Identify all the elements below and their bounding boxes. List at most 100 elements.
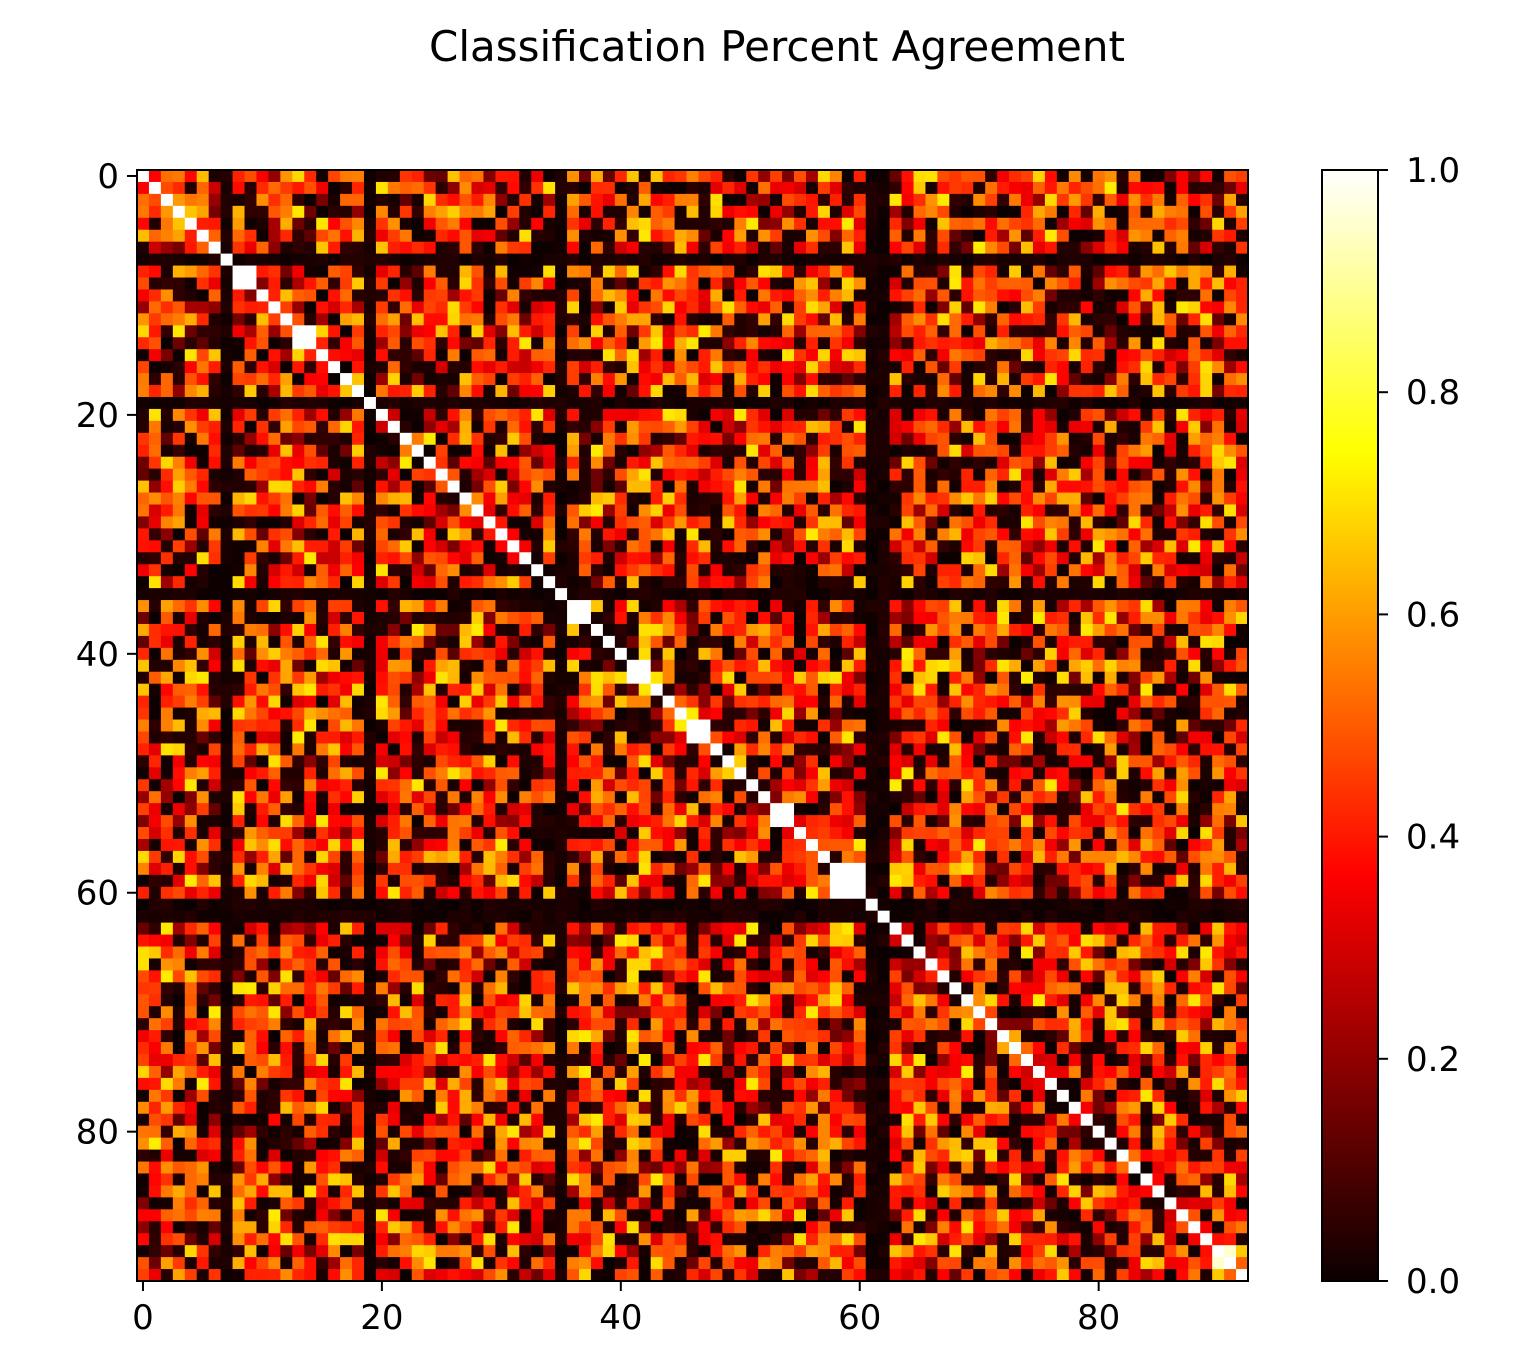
heatmap-cell (937, 504, 950, 518)
heatmap-cell (196, 719, 210, 733)
heatmap-cell (1116, 695, 1130, 709)
heatmap-cell (1128, 719, 1142, 733)
heatmap-cell (471, 289, 485, 303)
heatmap-cell (1092, 683, 1106, 697)
heatmap-cell (567, 444, 580, 458)
heatmap-cell (985, 779, 998, 792)
heatmap-cell (626, 480, 640, 494)
heatmap-cell (1176, 277, 1189, 291)
heatmap-cell (638, 707, 652, 721)
heatmap-cell (399, 432, 413, 446)
heatmap-cell (865, 253, 879, 267)
heatmap-cell (889, 540, 903, 553)
heatmap-cell (1212, 265, 1225, 279)
heatmap-cell (196, 731, 210, 745)
heatmap-cell (1068, 635, 1082, 649)
heatmap-cell (1044, 373, 1058, 386)
heatmap-cell (1068, 229, 1082, 243)
heatmap-cell (363, 743, 377, 756)
heatmap-cell (841, 767, 855, 780)
heatmap-cell (614, 385, 628, 398)
heatmap-cell (853, 181, 867, 195)
heatmap-cell (985, 468, 998, 482)
heatmap-cell (292, 635, 305, 649)
heatmap-cell (997, 325, 1010, 338)
heatmap-cell (1152, 647, 1165, 661)
heatmap-cell (1009, 420, 1022, 434)
heatmap-cell (471, 205, 485, 219)
heatmap-cell (1188, 707, 1201, 721)
heatmap-cell (961, 444, 974, 458)
heatmap-cell (567, 671, 580, 685)
heatmap-cell (304, 253, 317, 267)
heatmap-cell (1056, 719, 1070, 733)
heatmap-cell (985, 420, 998, 434)
heatmap-cell (483, 623, 496, 637)
heatmap-cell (758, 588, 771, 601)
heatmap-cell (1080, 612, 1094, 625)
heatmap-cell (1200, 181, 1213, 195)
heatmap-cell (1116, 516, 1130, 529)
heatmap-cell (877, 289, 891, 303)
heatmap-cell (220, 707, 234, 721)
heatmap-cell (805, 420, 819, 434)
heatmap-cell (519, 803, 532, 816)
heatmap-cell (1164, 635, 1177, 649)
heatmap-cell (686, 385, 700, 398)
heatmap-cell (698, 743, 712, 756)
heatmap-cell (638, 731, 652, 745)
heatmap-cell (614, 707, 628, 721)
heatmap-cell (244, 313, 258, 326)
heatmap-cell (280, 229, 293, 243)
heatmap-cell (1164, 408, 1177, 422)
heatmap-cell (770, 743, 783, 756)
heatmap-cell (746, 588, 759, 601)
heatmap-cell (399, 456, 413, 470)
heatmap-cell (686, 540, 700, 553)
heatmap-cell (686, 313, 700, 326)
heatmap-cell (1080, 528, 1094, 541)
heatmap-cell (352, 707, 365, 721)
heatmap-cell (220, 683, 234, 697)
heatmap-cell (196, 408, 210, 422)
heatmap-cell (925, 516, 938, 529)
heatmap-cell (411, 420, 425, 434)
heatmap-cell (256, 205, 270, 219)
heatmap-cell (1009, 456, 1022, 470)
heatmap-cell (829, 265, 843, 279)
heatmap-cell (375, 492, 389, 506)
heatmap-cell (220, 719, 234, 733)
heatmap-cell (220, 170, 234, 183)
heatmap-cell (746, 516, 759, 529)
heatmap-cell (698, 301, 712, 314)
heatmap-cell (1044, 695, 1058, 709)
heatmap-cell (1068, 576, 1082, 589)
heatmap-cell (853, 432, 867, 446)
heatmap-cell (961, 373, 974, 386)
heatmap-cell (184, 576, 198, 589)
heatmap-cell (1056, 647, 1070, 661)
heatmap-cell (686, 349, 700, 362)
heatmap-cell (340, 671, 353, 685)
heatmap-cell (1104, 193, 1118, 207)
heatmap-cell (531, 683, 544, 697)
heatmap-cell (925, 552, 938, 565)
heatmap-cell (889, 361, 903, 374)
heatmap-cell (758, 540, 771, 553)
heatmap-cell (1176, 695, 1189, 709)
heatmap-cell (363, 193, 377, 207)
heatmap-cell (1200, 337, 1213, 350)
heatmap-cell (925, 432, 938, 446)
heatmap-cell (1152, 408, 1165, 422)
heatmap-cell (1032, 313, 1046, 326)
heatmap-cell (614, 205, 628, 219)
heatmap-cell (925, 205, 938, 219)
heatmap-cell (794, 492, 807, 506)
heatmap-cell (997, 193, 1010, 207)
heatmap-cell (805, 528, 819, 541)
heatmap-cell (1200, 659, 1213, 673)
heatmap-cell (244, 396, 258, 410)
heatmap-cell (459, 516, 473, 529)
heatmap-cell (459, 623, 473, 637)
heatmap-cell (208, 635, 222, 649)
